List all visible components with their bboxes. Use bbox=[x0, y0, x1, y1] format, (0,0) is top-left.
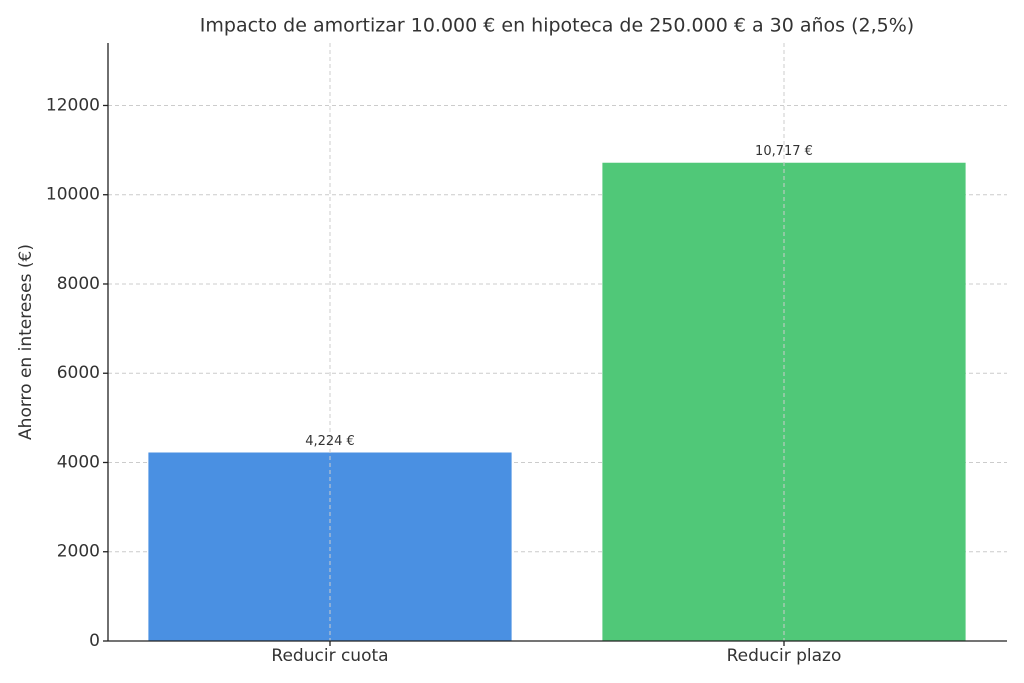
value-label: 10,717 € bbox=[755, 144, 813, 159]
value-label: 4,224 € bbox=[305, 434, 355, 449]
y-tick-label: 0 bbox=[89, 631, 100, 651]
bar bbox=[148, 452, 512, 641]
chart-title: Impacto de amortizar 10.000 € en hipotec… bbox=[200, 15, 914, 37]
y-tick-label: 6000 bbox=[57, 363, 100, 383]
x-tick-label: Reducir cuota bbox=[271, 646, 388, 666]
y-axis-label: Ahorro en intereses (€) bbox=[16, 244, 36, 440]
y-tick-label: 12000 bbox=[46, 95, 100, 115]
y-tick-label: 10000 bbox=[46, 185, 100, 205]
y-tick-label: 2000 bbox=[57, 542, 100, 562]
x-tick-label: Reducir plazo bbox=[727, 646, 842, 666]
y-tick-label: 4000 bbox=[57, 452, 100, 472]
y-tick-label: 8000 bbox=[57, 274, 100, 294]
